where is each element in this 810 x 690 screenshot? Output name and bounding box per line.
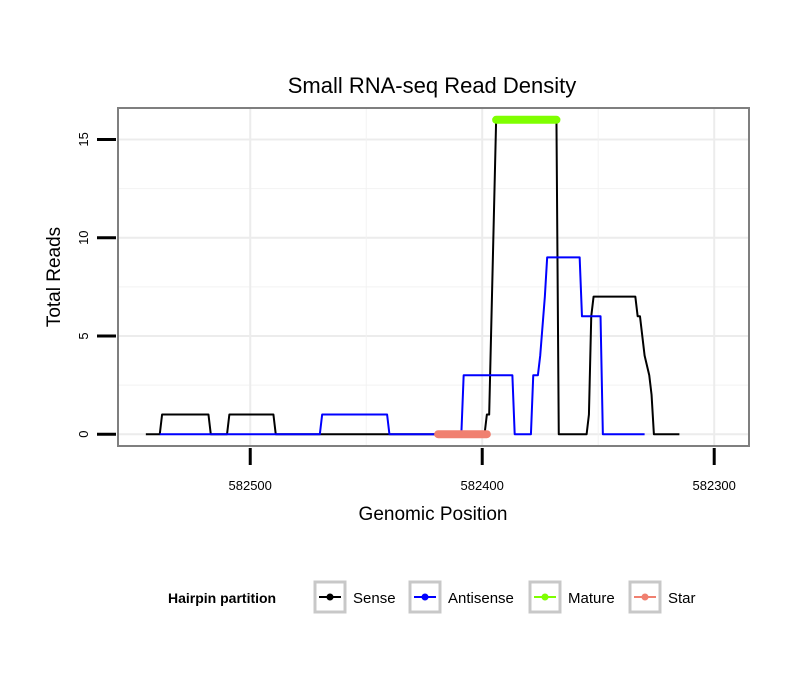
x-tick-label: 582500	[229, 478, 272, 493]
y-tick-label: 5	[76, 332, 91, 339]
series-layer	[145, 115, 680, 439]
legend-item-sense: Sense	[313, 580, 396, 614]
x-axis-title: Genomic Position	[359, 504, 508, 525]
plot-background	[118, 108, 749, 446]
legend-label-antisense: Antisense	[448, 590, 514, 607]
x-tick-label: 582400	[461, 478, 504, 493]
y-tick-label: 10	[76, 230, 91, 244]
y-tick-label: 15	[76, 132, 91, 146]
legend-key-point	[541, 593, 549, 601]
grid	[118, 108, 749, 446]
legend-item-antisense: Antisense	[408, 580, 514, 614]
legend-label-star: Star	[668, 590, 696, 607]
x-axis: 582500 582400 582300	[229, 448, 736, 493]
y-axis: 0 5 10 15	[76, 132, 116, 438]
legend-item-star: Star	[628, 580, 696, 614]
series-line-antisense	[159, 256, 645, 436]
legend-item-mature: Mature	[528, 580, 615, 614]
legend-key-point	[421, 593, 429, 601]
legend-key-point	[326, 593, 334, 601]
legend-title: Hairpin partition	[168, 590, 276, 606]
plot-panel-border	[117, 107, 750, 447]
chart-title: Small RNA-seq Read Density	[288, 73, 577, 98]
x-tick-label: 582300	[693, 478, 736, 493]
legend-label-sense: Sense	[353, 590, 396, 607]
y-tick-label: 0	[76, 431, 91, 438]
legend-key-point	[641, 593, 649, 601]
legend-label-mature: Mature	[568, 590, 615, 607]
legend: Hairpin partition Sense Antisense Mature St…	[168, 580, 696, 614]
y-axis-title: Total Reads	[44, 227, 65, 327]
